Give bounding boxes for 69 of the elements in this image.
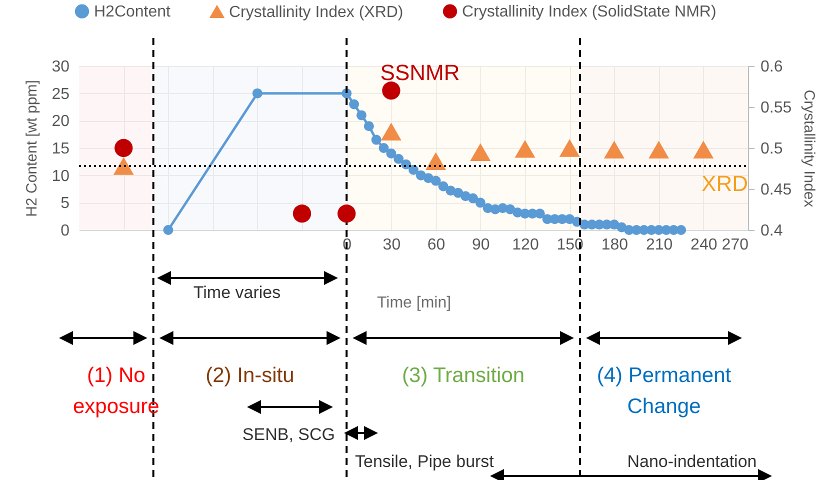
legend-label: Crystallinity Index (XRD) (229, 4, 404, 21)
point (356, 110, 366, 120)
point (438, 181, 448, 192)
point (382, 82, 400, 100)
y2-tick-label: 0.55 (760, 100, 792, 116)
point (559, 139, 580, 157)
point (349, 99, 360, 110)
y-tick-label: 0 (60, 222, 70, 240)
point (380, 122, 402, 140)
point (648, 140, 670, 159)
point (408, 164, 418, 175)
y2-tick-label: 0.5 (760, 140, 783, 158)
y2-axis-title: Crystallinity Index (800, 90, 818, 208)
y-tick-label: 15 (52, 140, 70, 158)
point (534, 208, 545, 219)
text: Time varies (193, 283, 281, 302)
y-tick-label: 5 (60, 195, 70, 212)
x-tick-label: 210 (646, 236, 673, 254)
annotation: SSNMR (380, 60, 460, 85)
point (338, 204, 356, 223)
y-tick-label: 25 (52, 86, 70, 103)
y-tick-label: 10 (52, 168, 70, 185)
x-tick-label: 180 (601, 236, 628, 254)
point (505, 204, 516, 214)
point (113, 157, 134, 175)
y-tick-label: 20 (52, 113, 70, 130)
point (604, 140, 624, 159)
point (468, 193, 478, 204)
x-tick-label: 0 (342, 236, 352, 254)
point (426, 152, 446, 170)
legend-label: Crystallinity Index (SolidState NMR) (462, 3, 716, 20)
ref-line-label: XRD (702, 171, 748, 196)
point (252, 88, 262, 98)
point (114, 138, 133, 158)
x-tick-label: 270 (722, 236, 749, 254)
y-tick-label: 30 (52, 58, 70, 76)
point (514, 140, 536, 158)
legend-label: H2Content (94, 3, 172, 20)
x-tick-label: 60 (427, 236, 446, 254)
x-tick-label: 150 (556, 236, 584, 254)
point (364, 121, 374, 132)
text: (1) No exposure (72, 364, 160, 418)
text: Tensile, Pipe burst (355, 452, 494, 471)
y2-tick-label: 0.45 (760, 182, 792, 198)
point (378, 143, 389, 153)
x-axis-title: Time [min] (376, 294, 452, 312)
y2-tick-label: 0.6 (760, 58, 783, 76)
text: Nano-indentation (627, 452, 757, 471)
x-tick-label: 120 (512, 236, 539, 254)
x-tick-label: 240 (690, 236, 718, 254)
text: SENB, SCG (242, 425, 335, 444)
y2-tick-label: 0.4 (760, 222, 783, 240)
point (394, 154, 404, 164)
point (676, 225, 686, 235)
text: (2) In-situ (206, 364, 294, 387)
point (453, 188, 464, 198)
point (475, 198, 486, 208)
x-tick-label: 30 (382, 236, 401, 254)
point (371, 134, 382, 145)
x-tick-label: 90 (472, 236, 490, 254)
point (386, 148, 396, 158)
point (430, 176, 441, 186)
point (163, 225, 174, 235)
point (470, 143, 491, 161)
y-axis-title: H2 Content [wt ppm] (24, 80, 41, 217)
point (693, 140, 714, 159)
point (292, 204, 312, 223)
text: (4) Permanent Change (596, 364, 732, 418)
text: (3) Transition (402, 364, 525, 387)
